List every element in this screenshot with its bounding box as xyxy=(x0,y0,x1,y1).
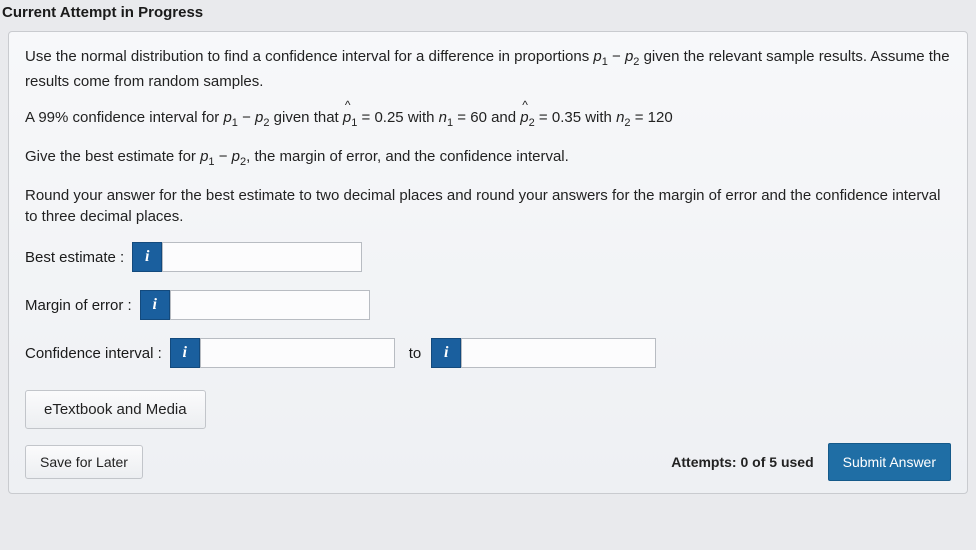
line2-d: = 60 and xyxy=(453,109,520,126)
info-icon[interactable]: i xyxy=(140,290,170,320)
margin-row: Margin of error : i xyxy=(25,290,951,320)
save-for-later-button[interactable]: Save for Later xyxy=(25,445,143,479)
math-n1: n xyxy=(439,109,447,126)
info-icon[interactable]: i xyxy=(431,338,461,368)
footer-row: Save for Later Attempts: 0 of 5 used Sub… xyxy=(25,443,951,481)
ci-row: Confidence interval : i to i xyxy=(25,338,951,368)
problem-intro: Use the normal distribution to find a co… xyxy=(25,46,951,93)
math-p1b: p xyxy=(223,109,231,126)
etextbook-button[interactable]: eTextbook and Media xyxy=(25,390,206,429)
line2-b: given that xyxy=(270,109,343,126)
ci-label: Confidence interval : xyxy=(25,345,162,362)
math-phat1: p xyxy=(343,107,351,129)
ci-lower-input[interactable] xyxy=(200,338,395,368)
margin-label: Margin of error : xyxy=(25,297,132,314)
margin-input[interactable] xyxy=(170,290,370,320)
info-icon[interactable]: i xyxy=(170,338,200,368)
best-estimate-row: Best estimate : i xyxy=(25,242,951,272)
line2-a: A 99% confidence interval for xyxy=(25,109,223,126)
math-p2c: p xyxy=(232,148,240,165)
math-phat2: p xyxy=(520,107,528,129)
line2-c: = 0.25 with xyxy=(357,109,438,126)
attempts-status: Attempts: 0 of 5 used xyxy=(671,454,813,470)
footer-right: Attempts: 0 of 5 used Submit Answer xyxy=(671,443,951,481)
ci-upper-input[interactable] xyxy=(461,338,656,368)
info-icon[interactable]: i xyxy=(132,242,162,272)
rounding-instructions: Round your answer for the best estimate … xyxy=(25,185,951,229)
line3-b: , the margin of error, and the confidenc… xyxy=(246,148,569,165)
best-estimate-input[interactable] xyxy=(162,242,362,272)
line3-a: Give the best estimate for xyxy=(25,148,200,165)
math-p1: p xyxy=(593,48,601,65)
math-sub1: 1 xyxy=(602,56,608,68)
problem-givens: A 99% confidence interval for p1 − p2 gi… xyxy=(25,107,951,132)
question-panel: Use the normal distribution to find a co… xyxy=(8,31,968,494)
intro-text-a: Use the normal distribution to find a co… xyxy=(25,48,593,65)
line2-e: = 0.35 with xyxy=(535,109,616,126)
submit-answer-button[interactable]: Submit Answer xyxy=(828,443,951,481)
attempt-header: Current Attempt in Progress xyxy=(0,0,976,31)
best-estimate-label: Best estimate : xyxy=(25,249,124,266)
to-label: to xyxy=(409,345,422,362)
problem-task: Give the best estimate for p1 − p2, the … xyxy=(25,146,951,171)
line2-f: = 120 xyxy=(631,109,673,126)
